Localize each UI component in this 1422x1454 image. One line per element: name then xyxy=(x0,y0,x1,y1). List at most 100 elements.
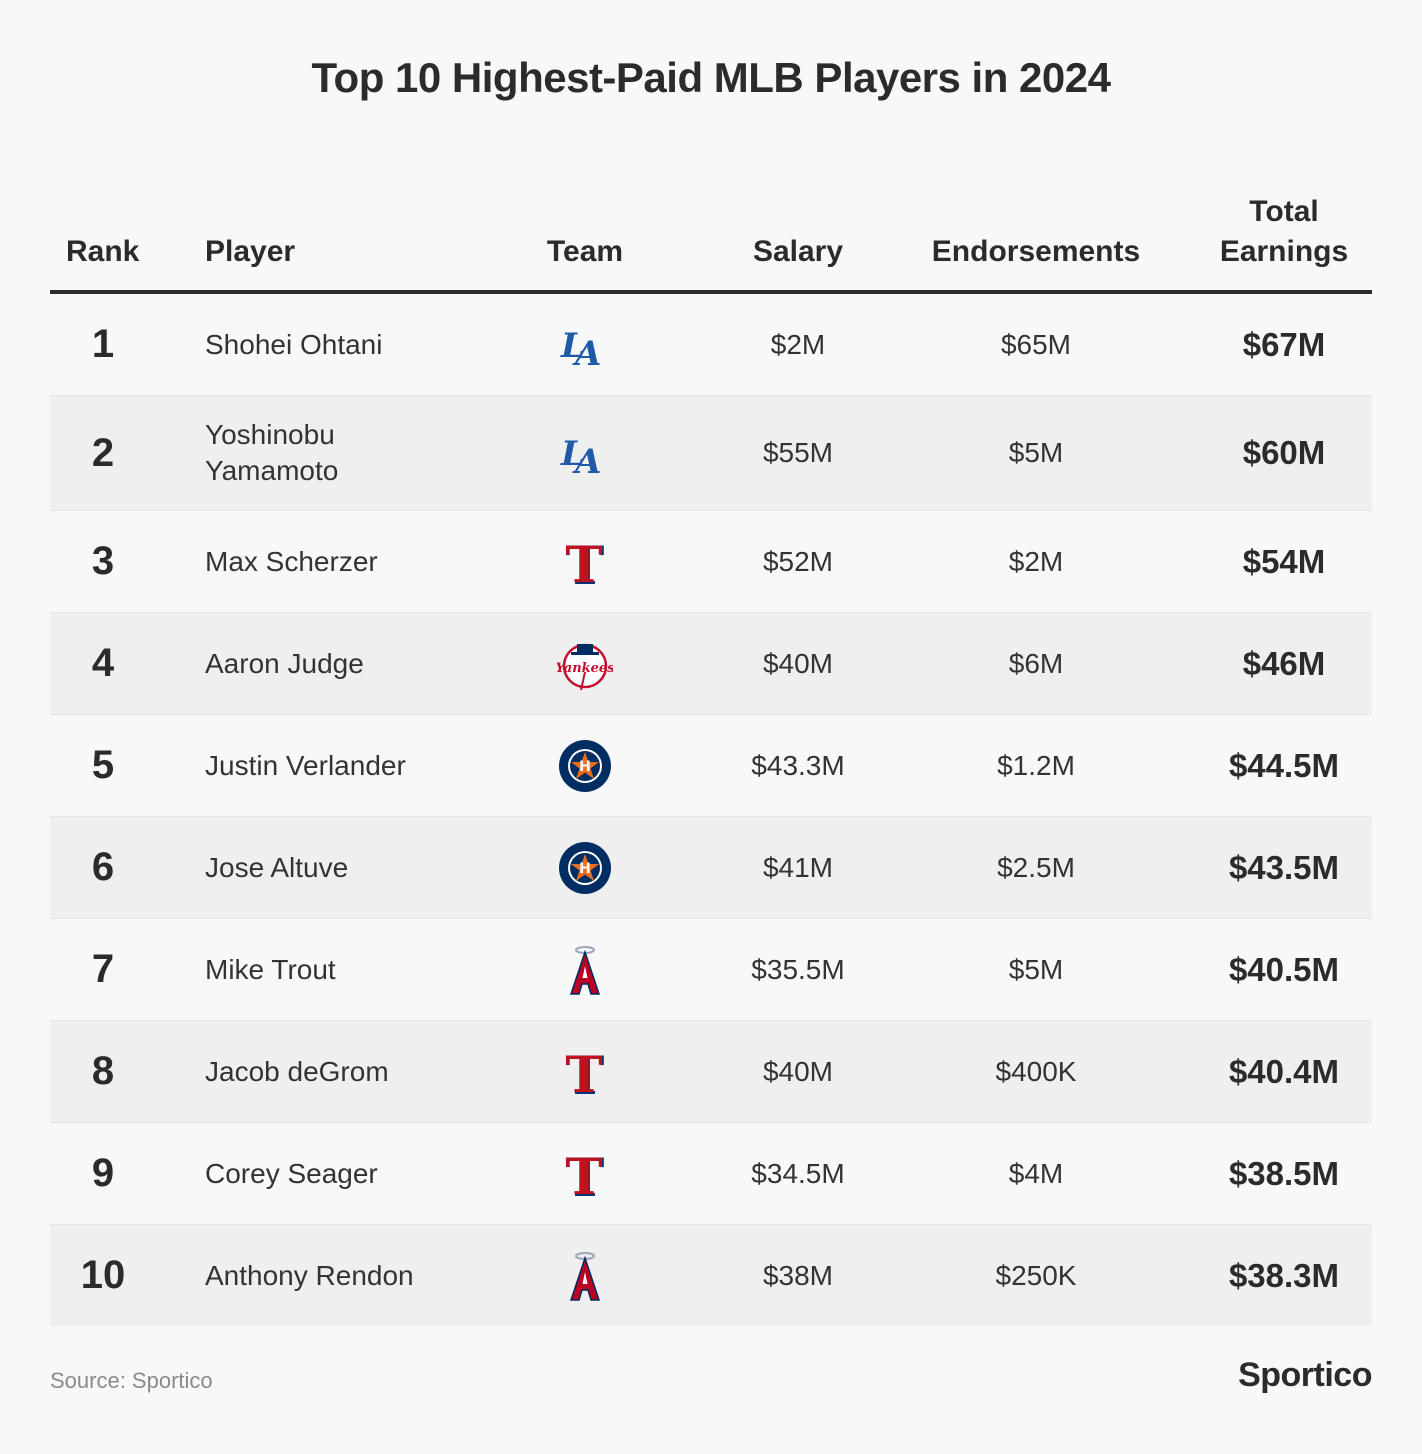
table-row: 5 Justin Verlander H $43.3M $1.2M $44.5M xyxy=(50,715,1372,817)
svg-text:A: A xyxy=(572,442,601,481)
player-name-line1: Justin Verlander xyxy=(205,749,406,781)
player-name-line1: Jacob deGrom xyxy=(205,1055,389,1087)
team-cell: H xyxy=(485,817,685,918)
team-cell: L A xyxy=(485,396,685,510)
rank-cell: 2 xyxy=(91,430,115,475)
team-cell: L A xyxy=(485,294,685,395)
table-row: 2 Yoshinobu Yamamoto L A $55M $5M $60M xyxy=(50,396,1372,511)
player-cell: Aaron Judge xyxy=(205,613,505,714)
player-cell: Yoshinobu Yamamoto xyxy=(205,396,505,510)
rank-cell: 7 xyxy=(91,947,115,991)
player-name-line1: Mike Trout xyxy=(205,953,336,985)
svg-text:T: T xyxy=(566,1046,605,1100)
rank-cell: 10 xyxy=(80,1253,126,1297)
header-endorsements: Endorsements xyxy=(931,235,1141,268)
player-cell: Justin Verlander xyxy=(205,715,505,816)
player-cell: Anthony Rendon xyxy=(205,1225,505,1326)
rank-cell: 8 xyxy=(91,1049,115,1093)
table-header: Rank Player Team Salary Endorsements Tot… xyxy=(50,190,1372,294)
salary-cell: $35.5M xyxy=(751,953,845,985)
svg-text:L: L xyxy=(560,326,585,366)
sportico-logo: Sportico xyxy=(1238,1356,1372,1394)
header-salary: Salary xyxy=(752,235,844,268)
table-row: 10 Anthony Rendon $38M $250K $38.3M xyxy=(50,1225,1372,1326)
endorsements-cell: $250K xyxy=(995,1259,1077,1291)
total-earnings-cell: $38.5M xyxy=(1228,1154,1340,1192)
svg-text:T: T xyxy=(566,536,605,590)
svg-text:Yankees: Yankees xyxy=(557,661,613,676)
player-cell: Jacob deGrom xyxy=(205,1021,505,1122)
rank-cell: 6 xyxy=(91,845,115,889)
table-row: 8 Jacob deGrom T T $40M $400K $40.4M xyxy=(50,1021,1372,1123)
salary-cell: $34.5M xyxy=(751,1157,845,1189)
total-earnings-cell: $38.3M xyxy=(1228,1256,1340,1294)
player-cell: Corey Seager xyxy=(205,1123,505,1224)
player-name-line1: Jose Altuve xyxy=(205,851,349,883)
rangers-logo-icon: T T xyxy=(557,1146,613,1202)
svg-text:H: H xyxy=(579,861,591,877)
endorsements-cell: $2.5M xyxy=(997,851,1075,883)
svg-text:A: A xyxy=(572,334,601,373)
rangers-logo-icon: T T xyxy=(557,534,613,590)
earnings-table: Rank Player Team Salary Endorsements Tot… xyxy=(50,190,1372,1326)
team-cell: Yankees xyxy=(485,613,685,714)
total-earnings-cell: $67M xyxy=(1242,325,1326,363)
header-rank: Rank xyxy=(66,235,140,268)
endorsements-cell: $400K xyxy=(995,1055,1077,1087)
table-row: 7 Mike Trout $35.5M $5M $40.5M xyxy=(50,919,1372,1021)
header-team: Team xyxy=(546,235,624,268)
header-total-earnings: Total Earnings xyxy=(1184,192,1384,272)
team-cell xyxy=(485,919,685,1020)
player-name-line1: Corey Seager xyxy=(205,1157,378,1189)
player-name-line1: Max Scherzer xyxy=(205,545,378,577)
player-name-line1: Anthony Rendon xyxy=(205,1259,414,1291)
endorsements-cell: $5M xyxy=(1008,953,1064,985)
salary-cell: $40M xyxy=(762,1055,834,1087)
table-row: 4 Aaron Judge Yankees $40M $6M $46M xyxy=(50,613,1372,715)
rank-cell: 4 xyxy=(91,641,115,685)
rank-cell: 9 xyxy=(91,1151,115,1195)
dodgers-logo-icon: L A xyxy=(557,425,613,481)
total-earnings-cell: $44.5M xyxy=(1228,746,1340,784)
team-cell: T T xyxy=(485,511,685,612)
rank-cell: 3 xyxy=(91,539,115,583)
table-row: 9 Corey Seager T T $34.5M $4M $38.5M xyxy=(50,1123,1372,1225)
salary-cell: $38M xyxy=(762,1259,834,1291)
salary-cell: $2M xyxy=(770,328,826,360)
endorsements-cell: $6M xyxy=(1008,647,1064,679)
table-row: 6 Jose Altuve H $41M $2.5M $43.5M xyxy=(50,817,1372,919)
dodgers-logo-icon: L A xyxy=(557,317,613,373)
total-earnings-cell: $40.5M xyxy=(1228,950,1340,988)
header-player: Player xyxy=(205,235,296,268)
endorsements-cell: $65M xyxy=(1000,328,1072,360)
salary-cell: $43.3M xyxy=(751,749,845,781)
player-cell: Shohei Ohtani xyxy=(205,294,505,395)
total-earnings-cell: $54M xyxy=(1242,542,1326,580)
player-cell: Max Scherzer xyxy=(205,511,505,612)
total-earnings-cell: $46M xyxy=(1242,644,1326,682)
salary-cell: $40M xyxy=(762,647,834,679)
page-title: Top 10 Highest-Paid MLB Players in 2024 xyxy=(311,54,1111,101)
endorsements-cell: $4M xyxy=(1008,1157,1064,1189)
angels-logo-icon xyxy=(557,942,613,998)
rank-cell: 5 xyxy=(91,743,115,787)
player-name-line1: Yoshinobu xyxy=(205,419,335,450)
astros-logo-icon: H xyxy=(557,840,613,896)
salary-cell: $55M xyxy=(762,437,834,468)
team-cell: T T xyxy=(485,1123,685,1224)
player-name-line2: Yamamoto xyxy=(205,455,339,486)
source-note: Source: Sportico xyxy=(50,1368,213,1393)
svg-text:T: T xyxy=(565,535,602,590)
yankees-logo-icon: Yankees xyxy=(557,636,613,692)
rangers-logo-icon: T T xyxy=(557,1044,613,1100)
endorsements-cell: $1.2M xyxy=(997,749,1075,781)
header-total-line1: Total xyxy=(1249,195,1319,228)
table-row: 1 Shohei Ohtani L A $2M $65M $67M xyxy=(50,294,1372,396)
rank-cell: 1 xyxy=(91,322,115,366)
salary-cell: $52M xyxy=(762,545,834,577)
player-name-line1: Shohei Ohtani xyxy=(205,328,383,360)
table-row: 3 Max Scherzer T T $52M $2M $54M xyxy=(50,511,1372,613)
player-name-line1: Aaron Judge xyxy=(205,647,364,679)
total-earnings-cell: $60M xyxy=(1242,434,1326,471)
player-cell: Jose Altuve xyxy=(205,817,505,918)
